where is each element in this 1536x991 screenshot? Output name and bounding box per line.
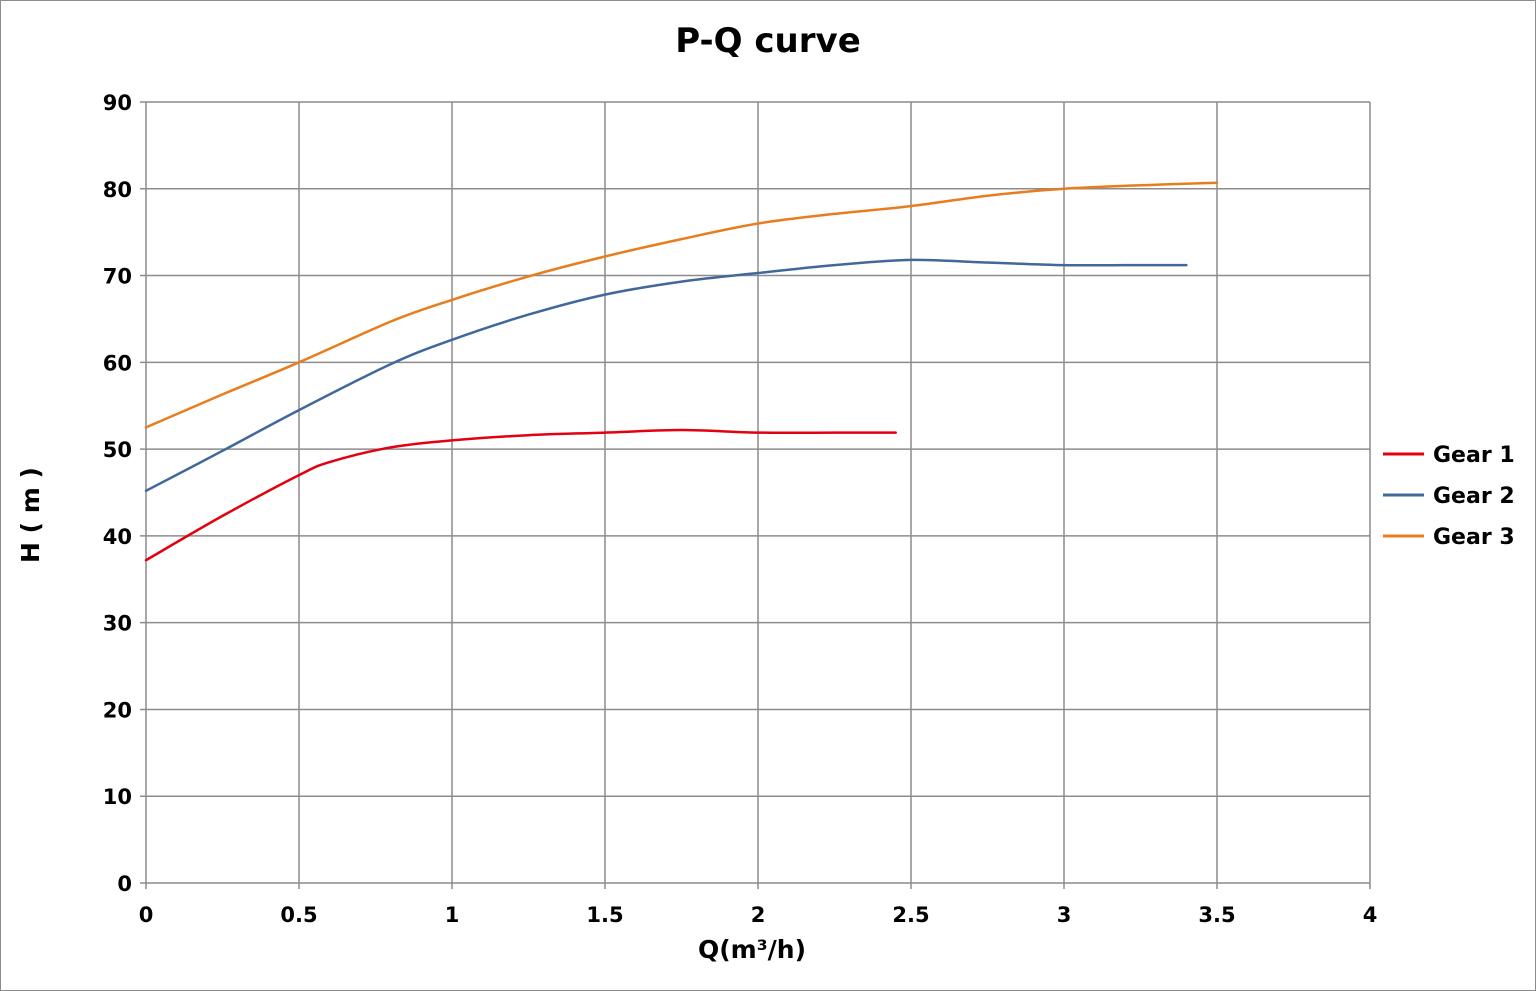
x-tick-label: 1.5 [586,903,623,927]
y-tick-label: 0 [117,872,132,896]
y-tick-label: 20 [103,698,132,722]
legend-entry-gear-2: Gear 2 [1383,484,1515,509]
series-line-gear-2 [144,258,1188,493]
y-tick-label: 70 [103,265,132,289]
legend-label: Gear 3 [1433,525,1515,550]
x-tick-label: 2.5 [892,903,929,927]
x-tick-label: 4 [1363,903,1378,927]
legend: Gear 1 Gear 2 Gear 3 [1383,443,1515,550]
tick-label-layer: 0 10 20 30 40 50 60 70 80 90 0 0.5 1 1.5 2 2.5 3 3.5 4 [103,91,1378,927]
x-axis-title: Q(m³/h) [698,935,806,964]
y-tick-label: 30 [103,612,132,636]
series-layer [144,181,1219,562]
x-tick-label: 3.5 [1198,903,1235,927]
legend-entry-gear-1: Gear 1 [1383,443,1515,468]
legend-entry-gear-3: Gear 3 [1383,525,1515,550]
y-tick-label: 80 [103,178,132,202]
y-tick-label: 90 [103,91,132,115]
legend-label: Gear 2 [1433,484,1515,509]
x-tick-label: 3 [1057,903,1072,927]
legend-label: Gear 1 [1433,443,1515,468]
x-tick-label: 0.5 [280,903,317,927]
chart-title: P-Q curve [675,21,861,61]
x-tick-label: 0 [139,903,154,927]
y-tick-label: 50 [103,438,132,462]
y-tick-label: 40 [103,525,132,549]
x-tick-label: 1 [445,903,460,927]
x-tick-label: 2 [751,903,766,927]
y-tick-label: 60 [103,351,132,375]
grid-layer [140,101,1371,889]
y-tick-label: 10 [103,785,132,809]
y-axis-title: H ( m ) [16,467,45,563]
series-line-gear-1 [144,428,897,562]
series-line-gear-3 [144,181,1219,429]
